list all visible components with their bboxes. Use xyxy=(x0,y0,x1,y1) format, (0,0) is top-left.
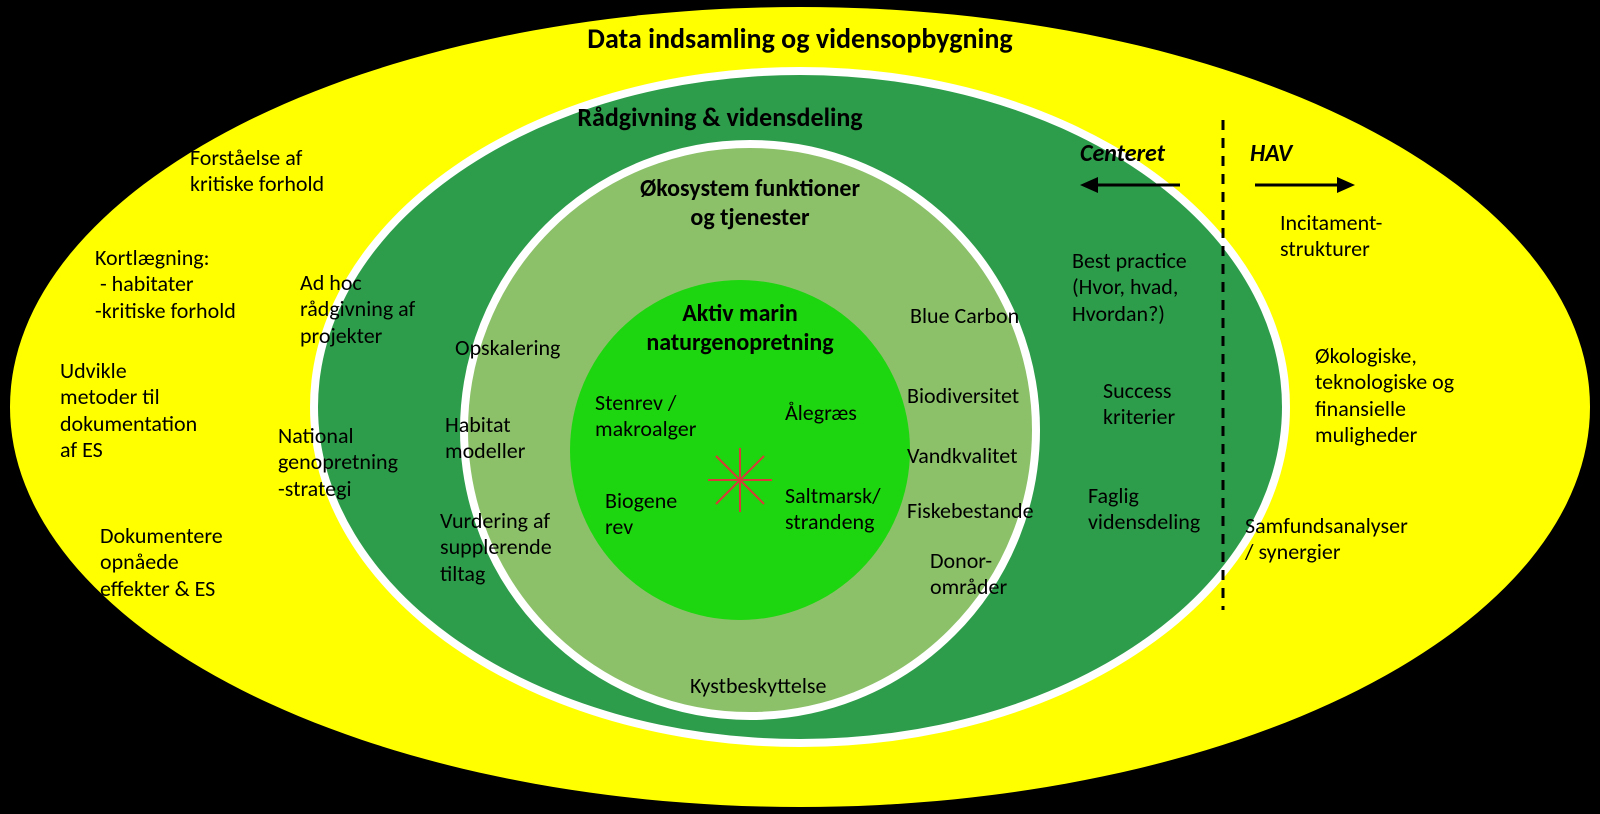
ring3-label-fiske: Fiskebestande xyxy=(907,498,1034,524)
ring3-label-opskalering: Opskalering xyxy=(455,335,560,361)
diagram-stage: Data indsamling og vidensopbygning Rådgi… xyxy=(0,0,1600,814)
arrow-left-icon xyxy=(1080,173,1185,197)
ring3-label-bluecarbon: Blue Carbon xyxy=(910,303,1019,329)
core-label-stenrev: Stenrev / makroalger xyxy=(595,390,696,443)
outer-label-incitament: Incitament- strukturer xyxy=(1280,210,1382,263)
title-mid: Rådgivning & vidensdeling xyxy=(400,102,1040,133)
ring3-label-vurdering: Vurdering af supplerende tiltag xyxy=(440,508,552,587)
outer-label-forstaaelse: Forståelse af kritiske forhold xyxy=(190,145,324,198)
outer-label-hav: HAV xyxy=(1250,140,1292,169)
outer-label-okologisk: Økologiske, teknologiske og finansielle … xyxy=(1315,343,1454,449)
mid-label-success: Success kriterier xyxy=(1103,378,1175,431)
ring3-label-kyst: Kystbeskyttelse xyxy=(690,673,826,699)
ring3-label-habitat: Habitat modeller xyxy=(445,412,525,465)
outer-label-dokumentere: Dokumentere opnåede effekter & ES xyxy=(100,523,223,602)
ring3-label-donor: Donor- områder xyxy=(930,548,1007,601)
ring3-label-biodiv: Biodiversitet xyxy=(907,383,1019,409)
title-core: Aktiv marin naturgenopretning xyxy=(560,300,920,358)
mid-label-faglig: Faglig vidensdeling xyxy=(1088,483,1200,536)
ring3-label-vandk: Vandkvalitet xyxy=(907,443,1018,469)
title-outer: Data indsamling og vidensopbygning xyxy=(0,22,1600,56)
core-label-biogene: Biogene rev xyxy=(605,488,677,541)
mid-label-national: National genopretning -strategi xyxy=(278,423,398,502)
outer-label-kortlaegning: Kortlægning: - habitater -kritiske forho… xyxy=(95,245,236,324)
core-label-saltmarsk: Saltmarsk/ strandeng xyxy=(785,483,881,536)
title-ring3: Økosystem funktioner og tjenester xyxy=(500,175,1000,233)
mid-label-adhoc: Ad hoc rådgivning af projekter xyxy=(300,270,415,349)
outer-label-udvikle: Udvikle metoder til dokumentation af ES xyxy=(60,358,197,464)
outer-label-centeret: Centeret xyxy=(1080,140,1165,169)
center-star-icon xyxy=(700,440,780,520)
outer-label-samfund: Samfundsanalyser / synergier xyxy=(1245,513,1408,566)
dashed-divider xyxy=(1220,120,1226,610)
arrow-right-icon xyxy=(1255,173,1355,197)
core-label-alegraes: Ålegræs xyxy=(785,400,857,426)
mid-label-bestpractice: Best practice (Hvor, hvad, Hvordan?) xyxy=(1072,248,1187,327)
